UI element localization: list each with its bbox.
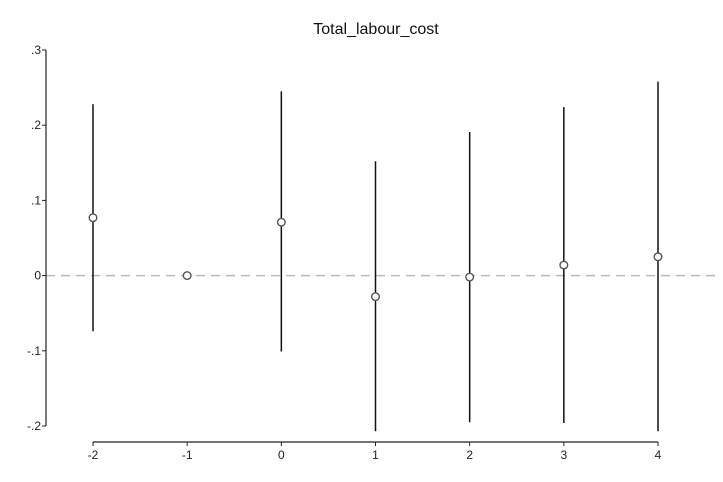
x-tick-label: 3 [560,448,567,462]
x-tick-label: -2 [88,448,99,462]
x-tick-label: 4 [655,448,662,462]
point-estimate-marker [276,217,286,227]
y-tick-label: .2 [31,118,41,132]
point-estimate-marker [371,292,381,302]
point-estimate-marker [653,252,663,262]
y-tick-label: 0 [34,269,41,283]
x-tick-label: -1 [182,448,193,462]
y-tick-label: -.2 [27,419,41,433]
chart-title: Total_labour_cost [313,21,439,38]
point-estimate-marker [465,272,475,282]
x-tick-label: 1 [372,448,379,462]
y-tick-label: .3 [31,43,41,57]
y-tick-label: -.1 [27,344,41,358]
point-estimate-marker [182,271,192,281]
x-tick-label: 2 [466,448,473,462]
point-estimate-marker [559,260,569,270]
x-tick-label: 0 [278,448,285,462]
point-estimate-marker [88,213,98,223]
y-tick-label: .1 [31,193,41,207]
